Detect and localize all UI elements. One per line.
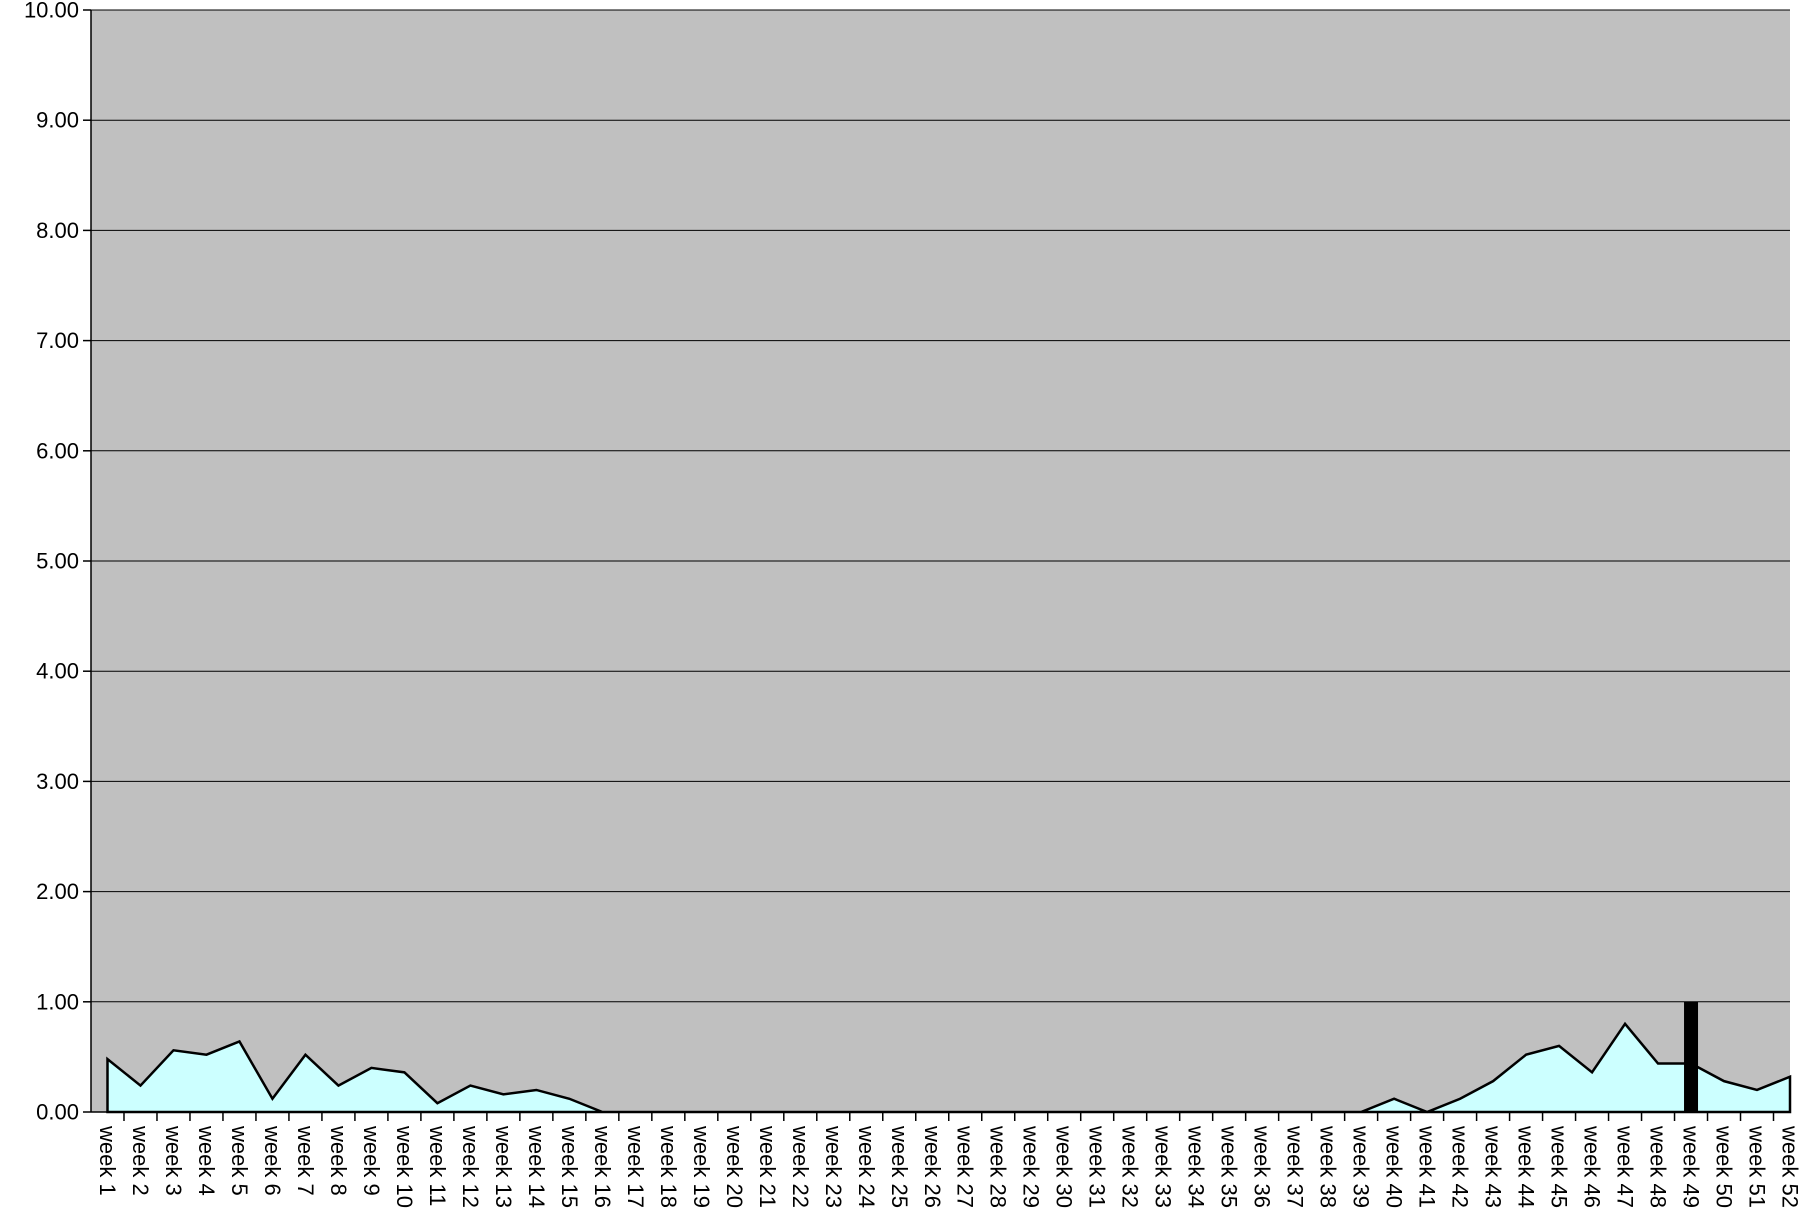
y-tick-label: 2.00 bbox=[36, 879, 79, 904]
axes bbox=[83, 9, 1790, 1121]
x-tick-label: week 4 bbox=[194, 1125, 219, 1196]
x-tick-label: week 2 bbox=[128, 1125, 153, 1196]
x-tick-label: week 26 bbox=[920, 1125, 945, 1208]
x-tick-label: week 32 bbox=[1118, 1125, 1143, 1208]
x-tick-label: week 42 bbox=[1448, 1125, 1473, 1208]
x-tick-label: week 27 bbox=[953, 1125, 978, 1208]
x-tick-label: week 48 bbox=[1646, 1125, 1671, 1208]
x-tick-label: week 23 bbox=[821, 1125, 846, 1208]
x-tick-label: week 18 bbox=[656, 1125, 681, 1208]
x-tick-label: week 9 bbox=[359, 1125, 384, 1196]
x-tick-label: week 33 bbox=[1151, 1125, 1176, 1208]
y-tick-label: 4.00 bbox=[36, 659, 79, 684]
x-tick-label: week 43 bbox=[1481, 1125, 1506, 1208]
x-tick-label: week 6 bbox=[260, 1125, 285, 1196]
x-tick-label: week 50 bbox=[1712, 1125, 1737, 1208]
x-tick-label: week 20 bbox=[722, 1125, 747, 1208]
x-tick-label: week 22 bbox=[788, 1125, 813, 1208]
x-tick-label: week 13 bbox=[491, 1125, 516, 1208]
x-tick-label: week 24 bbox=[854, 1125, 879, 1208]
x-tick-label: week 8 bbox=[326, 1125, 351, 1196]
y-tick-label: 7.00 bbox=[36, 328, 79, 353]
x-tick-label: week 11 bbox=[425, 1125, 450, 1206]
x-tick-label: week 30 bbox=[1052, 1125, 1077, 1208]
x-tick-label: week 16 bbox=[590, 1125, 615, 1208]
x-tick-label: week 3 bbox=[161, 1125, 186, 1196]
x-tick-label: week 35 bbox=[1217, 1125, 1242, 1208]
x-tick-label: week 44 bbox=[1514, 1125, 1539, 1208]
y-tick-label: 0.00 bbox=[36, 1100, 79, 1125]
x-tick-label: week 36 bbox=[1250, 1125, 1275, 1208]
x-tick-label: week 1 bbox=[95, 1125, 120, 1196]
x-tick-label: week 34 bbox=[1184, 1125, 1209, 1208]
x-tick-label: week 41 bbox=[1415, 1125, 1440, 1208]
x-tick-label: week 15 bbox=[557, 1125, 582, 1208]
x-tick-label: week 31 bbox=[1085, 1125, 1110, 1208]
x-tick-label: week 12 bbox=[458, 1125, 483, 1208]
bar bbox=[1684, 1001, 1699, 1112]
y-axis-labels: 0.00 1.00 2.00 3.00 4.00 5.00 6.00 7.00 8.00 9.00… bbox=[24, 0, 79, 1125]
gridlines bbox=[91, 9, 1790, 1113]
x-tick-label: week 21 bbox=[755, 1125, 780, 1208]
x-axis-labels: week 1 week 2 week 3 week 4 week 5 week 6 week… bbox=[95, 1125, 1803, 1208]
y-tick-label: 6.00 bbox=[36, 438, 79, 463]
x-tick-label: week 28 bbox=[986, 1125, 1011, 1208]
x-tick-label: week 40 bbox=[1382, 1125, 1407, 1208]
x-tick-label: week 14 bbox=[524, 1125, 549, 1208]
x-tick-label: week 7 bbox=[293, 1125, 318, 1196]
y-tick-label: 10.00 bbox=[24, 0, 79, 23]
x-tick-label: week 5 bbox=[227, 1125, 252, 1196]
x-tick-label: week 25 bbox=[887, 1125, 912, 1208]
x-tick-label: week 52 bbox=[1778, 1125, 1803, 1208]
y-tick-label: 1.00 bbox=[36, 989, 79, 1014]
x-tick-label: week 19 bbox=[689, 1125, 714, 1208]
x-tick-label: week 51 bbox=[1745, 1125, 1770, 1208]
y-tick-label: 8.00 bbox=[36, 218, 79, 243]
x-tick-label: week 17 bbox=[623, 1125, 648, 1208]
x-tick-label: week 10 bbox=[392, 1125, 417, 1208]
x-tick-label: week 46 bbox=[1580, 1125, 1605, 1208]
bar-series bbox=[1684, 1001, 1699, 1112]
y-tick-label: 9.00 bbox=[36, 108, 79, 133]
x-tick-label: week 45 bbox=[1547, 1125, 1572, 1208]
x-tick-label: week 37 bbox=[1283, 1125, 1308, 1208]
x-tick-label: week 39 bbox=[1349, 1125, 1374, 1208]
y-tick-label: 3.00 bbox=[36, 769, 79, 794]
x-tick-label: week 38 bbox=[1316, 1125, 1341, 1208]
x-tick-label: week 47 bbox=[1613, 1125, 1638, 1208]
x-tick-label: week 49 bbox=[1679, 1125, 1704, 1208]
y-tick-label: 5.00 bbox=[36, 549, 79, 574]
x-tick-label: week 29 bbox=[1019, 1125, 1044, 1208]
